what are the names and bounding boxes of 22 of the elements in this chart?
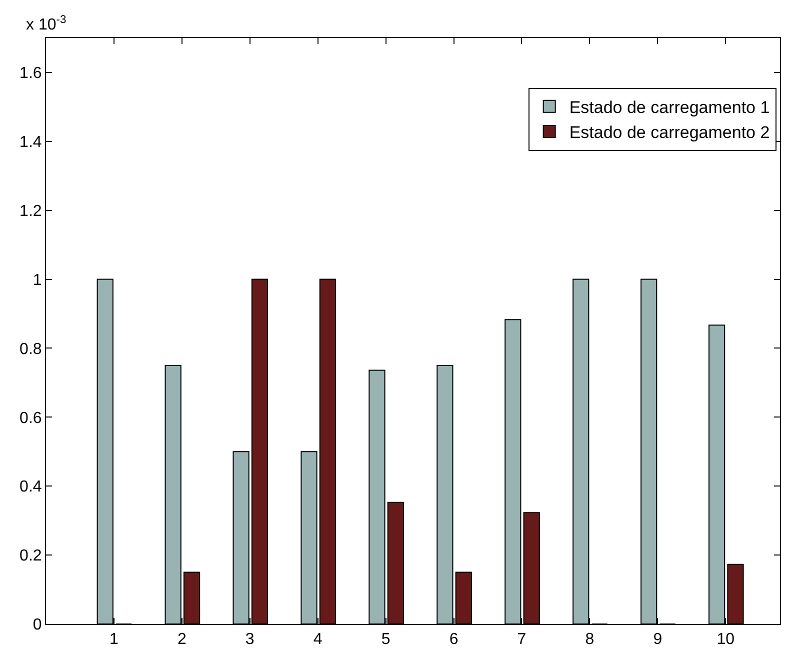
x-tick-label: 7 [517,631,526,648]
y-tick-label: 1.4 [20,134,42,152]
x-tick-label: 5 [381,631,390,648]
x-tick-label: 3 [245,631,254,648]
x-tick-label: 10 [716,631,735,648]
y-tick-label: 1.2 [20,202,42,220]
text: x 10$^{-3}$ [26,14,66,34]
x-tick-label: 1 [110,631,119,648]
y-tick-label: 0.8 [20,340,42,358]
x-tick-label: 8 [585,631,594,648]
legend-label: Estado de carregamento 2 [569,123,770,142]
y-tick-label: 0.4 [20,478,42,496]
x-tick-label: 6 [449,631,458,648]
y-tick-label: 0.2 [20,548,42,565]
y-tick-label: 0.6 [20,410,42,427]
legend-label: Estado de carregamento 1 [569,98,770,117]
y-tick-label: 1.6 [20,65,42,82]
x-tick-label: 9 [653,631,662,648]
x-tick-label: 2 [177,631,186,648]
x-tick-label: 4 [313,631,322,648]
y-tick-label: 0 [32,616,42,634]
y-tick-label: 1 [32,272,42,289]
